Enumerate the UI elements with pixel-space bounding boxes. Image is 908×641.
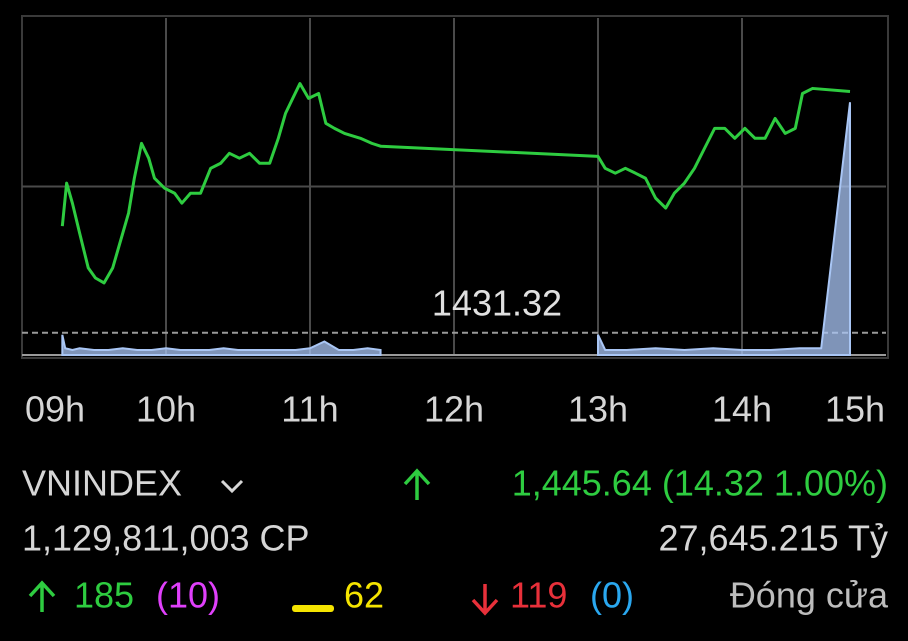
plot-area: 1431.32 <box>22 18 886 356</box>
x-tick-label: 10h <box>136 389 196 430</box>
floor-count: (0) <box>590 575 634 616</box>
turnover: 27,645.215 Tỷ <box>658 518 888 559</box>
x-tick-label: 12h <box>424 389 484 430</box>
decliners: 119 <box>510 575 567 616</box>
reference-label: 1431.32 <box>432 282 562 323</box>
volume-area <box>61 102 851 356</box>
down-arrow-icon <box>471 584 499 616</box>
advancers: 185 <box>74 575 134 616</box>
x-tick-label: 14h <box>712 389 772 430</box>
up-arrow-icon <box>28 580 56 612</box>
x-tick-label: 15h <box>825 389 885 430</box>
index-name[interactable]: VNINDEX <box>22 463 182 504</box>
price-line <box>60 82 851 285</box>
x-tick-label: 11h <box>281 389 338 430</box>
unchanged: 62 <box>344 575 384 616</box>
x-tick-label: 13h <box>568 389 628 430</box>
volume: 1,129,811,003 CP <box>22 518 310 559</box>
index-change: 1,445.64 (14.32 1.00%) <box>512 463 888 504</box>
x-tick-label: 09h <box>25 389 85 430</box>
dropdown-icon[interactable] <box>220 479 244 494</box>
up-arrow-icon <box>403 468 431 500</box>
ceiling-count: (10) <box>156 575 220 616</box>
flat-icon <box>292 605 334 612</box>
market-status: Đóng cửa <box>730 575 889 616</box>
